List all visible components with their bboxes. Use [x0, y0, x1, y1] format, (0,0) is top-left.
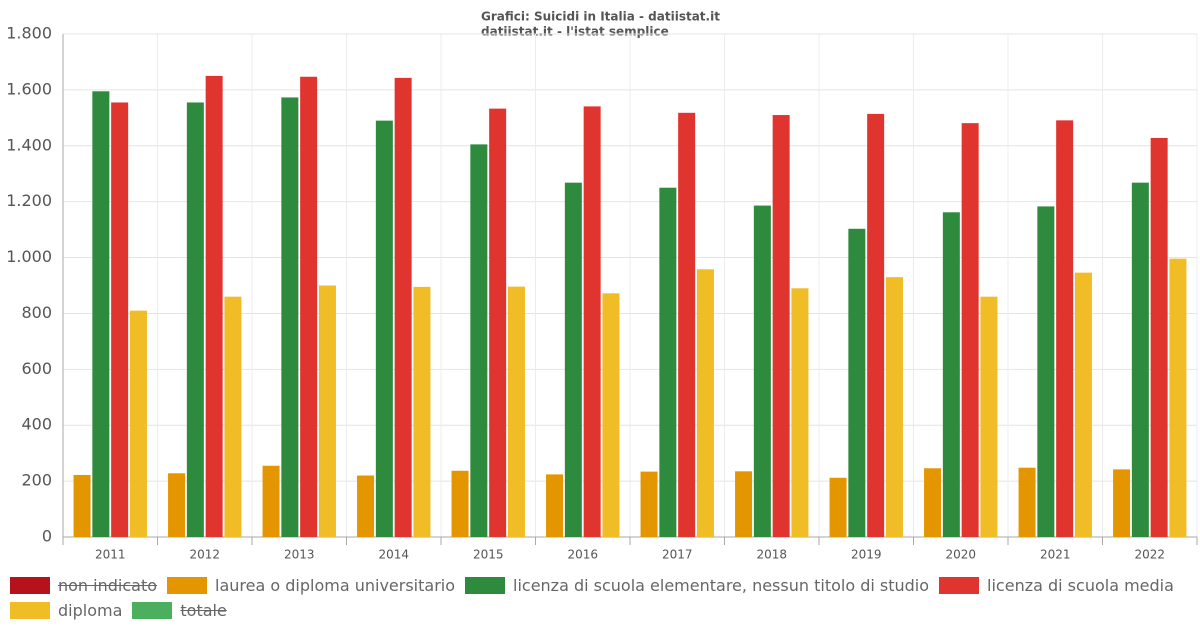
bar — [640, 471, 658, 537]
bar — [791, 288, 809, 537]
bar — [129, 310, 147, 537]
bar — [489, 108, 507, 537]
chart: Grafici: Suicidi in Italia - datiistat.i… — [6, 10, 1198, 562]
bar — [1113, 469, 1131, 537]
y-tick-label: 400 — [21, 415, 52, 434]
y-tick-label: 200 — [21, 471, 52, 490]
legend-label: non indicato — [58, 575, 158, 595]
bar — [357, 475, 375, 537]
legend-label: licenza di scuola media — [987, 575, 1174, 595]
legend-swatch — [10, 601, 50, 619]
bar — [1018, 467, 1036, 537]
bar — [375, 120, 393, 537]
bar — [980, 296, 998, 537]
x-tick-label: 2022 — [1134, 548, 1165, 562]
x-tick-label: 2021 — [1040, 548, 1071, 562]
y-tick-label: 800 — [21, 303, 52, 322]
x-tick-label: 2020 — [945, 548, 976, 562]
bar — [735, 471, 753, 537]
legend-swatch — [167, 576, 208, 594]
bar — [73, 474, 91, 537]
x-tick-label: 2014 — [378, 548, 409, 562]
bar — [1169, 258, 1187, 537]
legend-item[interactable]: totale — [132, 600, 227, 620]
y-tick-label: 1.400 — [6, 135, 52, 154]
x-tick-label: 2012 — [189, 548, 220, 562]
bar — [470, 144, 488, 537]
bar — [678, 112, 696, 537]
x-tick-label: 2018 — [756, 548, 787, 562]
bar — [659, 187, 677, 537]
bar — [318, 285, 336, 537]
chart-subtitle: datiistat.it - l'istat semplice — [481, 25, 669, 39]
legend-swatch — [132, 601, 173, 619]
bar — [867, 113, 885, 537]
bar — [451, 470, 469, 537]
bar — [300, 76, 318, 537]
bar — [772, 115, 790, 538]
bar — [1056, 120, 1074, 538]
bar — [224, 296, 242, 537]
bar — [92, 91, 110, 538]
bar — [564, 182, 582, 538]
legend-label: diploma — [58, 600, 123, 620]
bar — [186, 102, 204, 537]
bar — [546, 474, 564, 537]
bar — [961, 123, 979, 538]
bar — [696, 269, 714, 537]
bar — [1037, 206, 1055, 537]
legend-item[interactable]: licenza di scuola media — [939, 575, 1174, 595]
bar — [885, 277, 903, 537]
bar — [942, 212, 960, 537]
legend-swatch — [939, 576, 980, 594]
bar — [205, 75, 223, 538]
y-tick-label: 1.200 — [6, 191, 52, 210]
bar — [753, 205, 771, 537]
bar — [507, 286, 525, 537]
legend-swatch — [465, 576, 505, 594]
legend-label: totale — [180, 600, 227, 620]
legend-label: licenza di scuola elementare, nessun tit… — [513, 575, 930, 595]
bar — [602, 293, 620, 537]
bar — [413, 286, 431, 537]
y-tick-label: 1.800 — [6, 24, 52, 43]
bar — [262, 465, 280, 537]
legend-item[interactable]: diploma — [10, 600, 123, 620]
legend-label: laurea o diploma universitario — [215, 575, 455, 595]
bar — [1131, 182, 1149, 538]
legend-item[interactable]: licenza di scuola elementare, nessun tit… — [465, 575, 930, 595]
x-tick-label: 2016 — [567, 548, 598, 562]
bar — [394, 77, 412, 538]
legend-item[interactable]: laurea o diploma universitario — [167, 575, 455, 595]
x-tick-label: 2019 — [851, 548, 882, 562]
x-tick-label: 2015 — [473, 548, 504, 562]
x-tick-label: 2013 — [284, 548, 315, 562]
bar — [168, 473, 186, 537]
bar — [829, 477, 847, 537]
bar — [1074, 272, 1092, 537]
bar — [924, 468, 942, 537]
bar — [848, 228, 866, 538]
x-tick-label: 2017 — [662, 548, 693, 562]
bar — [111, 102, 129, 537]
x-tick-label: 2011 — [95, 548, 126, 562]
y-tick-label: 1.600 — [6, 79, 52, 98]
bar — [281, 97, 299, 537]
legend-item[interactable]: non indicato — [10, 575, 158, 595]
bar — [583, 106, 601, 538]
y-tick-label: 600 — [21, 359, 52, 378]
legend: non indicato laurea o diploma universitar… — [10, 575, 1195, 620]
y-tick-label: 1.000 — [6, 247, 52, 266]
chart-title: Grafici: Suicidi in Italia - datiistat.i… — [481, 10, 720, 24]
y-tick-label: 0 — [42, 527, 52, 546]
bar — [1150, 137, 1168, 537]
legend-swatch — [10, 576, 50, 594]
